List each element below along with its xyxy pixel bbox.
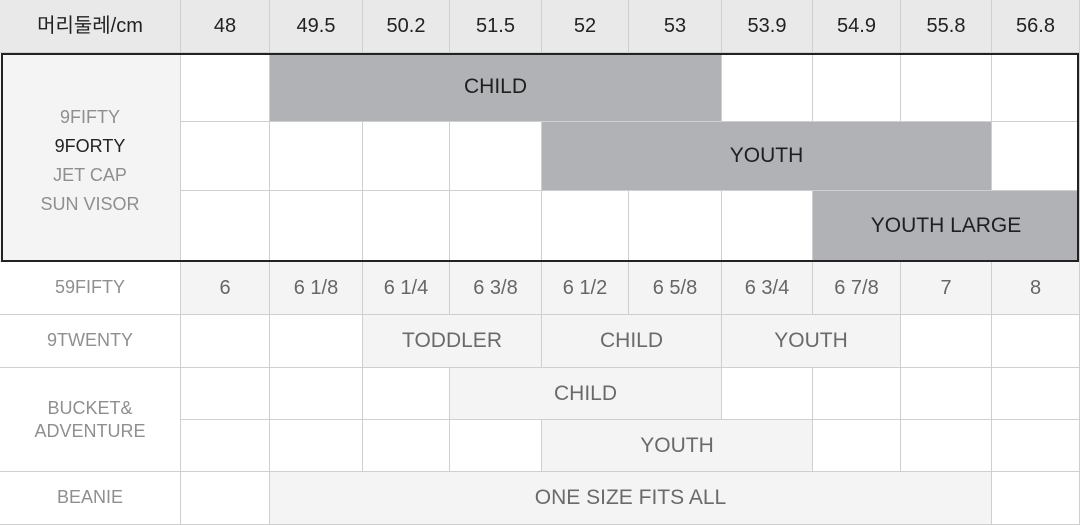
- nine-twenty-toddler-band: TODDLER: [363, 315, 542, 368]
- fifty-nine-value-10: 8: [992, 262, 1080, 315]
- nine-forty-group-label: 9FIFTY 9FORTY JET CAP SUN VISOR: [0, 53, 181, 262]
- youth-large-size-bar: YOUTH LARGE: [813, 191, 1080, 262]
- empty-cell: [181, 420, 270, 472]
- fifty-nine-value-3: 6 1/4: [363, 262, 450, 315]
- fifty-nine-value-7: 6 3/4: [722, 262, 813, 315]
- header-size-10: 56.8: [992, 0, 1080, 53]
- empty-cell: [181, 472, 270, 525]
- header-head-circumference-label: 머리둘레/cm: [0, 0, 181, 53]
- empty-cell: [450, 191, 542, 262]
- group-model-3: JET CAP: [53, 165, 127, 185]
- empty-cell: [722, 368, 813, 420]
- fifty-nine-value-6: 6 5/8: [629, 262, 722, 315]
- child-size-bar: CHILD: [270, 53, 722, 122]
- empty-cell: [901, 420, 992, 472]
- youth-size-bar: YOUTH: [542, 122, 992, 191]
- fifty-nine-value-5: 6 1/2: [542, 262, 629, 315]
- empty-cell: [270, 191, 363, 262]
- empty-cell: [181, 368, 270, 420]
- header-size-7: 53.9: [722, 0, 813, 53]
- empty-cell: [722, 53, 813, 122]
- empty-cell: [450, 122, 542, 191]
- empty-cell: [270, 315, 363, 368]
- empty-cell: [181, 122, 270, 191]
- empty-cell: [542, 191, 629, 262]
- fifty-nine-value-2: 6 1/8: [270, 262, 363, 315]
- empty-cell: [363, 368, 450, 420]
- empty-cell: [992, 315, 1080, 368]
- empty-cell: [901, 368, 992, 420]
- empty-cell: [181, 191, 270, 262]
- bucket-youth-band: YOUTH: [542, 420, 813, 472]
- header-size-8: 54.9: [813, 0, 901, 53]
- bucket-label-line-2: ADVENTURE: [34, 420, 146, 441]
- fifty-nine-value-4: 6 3/8: [450, 262, 542, 315]
- header-size-9: 55.8: [901, 0, 992, 53]
- empty-cell: [813, 53, 901, 122]
- empty-cell: [270, 122, 363, 191]
- header-size-5: 52: [542, 0, 629, 53]
- empty-cell: [181, 315, 270, 368]
- empty-cell: [992, 420, 1080, 472]
- beanie-one-size-band: ONE SIZE FITS ALL: [270, 472, 992, 525]
- empty-cell: [722, 191, 813, 262]
- beanie-label: BEANIE: [0, 472, 181, 525]
- empty-cell: [992, 368, 1080, 420]
- empty-cell: [363, 420, 450, 472]
- empty-cell: [901, 315, 992, 368]
- bucket-label-line-1: BUCKET&: [47, 397, 133, 418]
- group-model-2: 9FORTY: [54, 136, 126, 156]
- header-size-6: 53: [629, 0, 722, 53]
- empty-cell: [450, 420, 542, 472]
- group-model-4: SUN VISOR: [40, 194, 140, 214]
- nine-twenty-child-band: CHILD: [542, 315, 722, 368]
- header-size-2: 49.5: [270, 0, 363, 53]
- header-size-4: 51.5: [450, 0, 542, 53]
- header-size-3: 50.2: [363, 0, 450, 53]
- fifty-nine-value-9: 7: [901, 262, 992, 315]
- empty-cell: [363, 122, 450, 191]
- empty-cell: [813, 368, 901, 420]
- header-size-1: 48: [181, 0, 270, 53]
- empty-cell: [181, 53, 270, 122]
- empty-cell: [629, 191, 722, 262]
- fifty-nine-value-8: 6 7/8: [813, 262, 901, 315]
- fifty-nine-label: 59FIFTY: [0, 262, 181, 315]
- empty-cell: [363, 191, 450, 262]
- bucket-child-band: CHILD: [450, 368, 722, 420]
- empty-cell: [992, 472, 1080, 525]
- fifty-nine-value-1: 6: [181, 262, 270, 315]
- nine-twenty-youth-band: YOUTH: [722, 315, 901, 368]
- nine-twenty-label: 9TWENTY: [0, 315, 181, 368]
- group-model-1: 9FIFTY: [59, 107, 120, 127]
- empty-cell: [992, 122, 1080, 191]
- empty-cell: [270, 420, 363, 472]
- empty-cell: [992, 53, 1080, 122]
- empty-cell: [813, 420, 901, 472]
- bucket-adventure-label: BUCKET& ADVENTURE: [0, 368, 181, 472]
- empty-cell: [270, 368, 363, 420]
- empty-cell: [901, 53, 992, 122]
